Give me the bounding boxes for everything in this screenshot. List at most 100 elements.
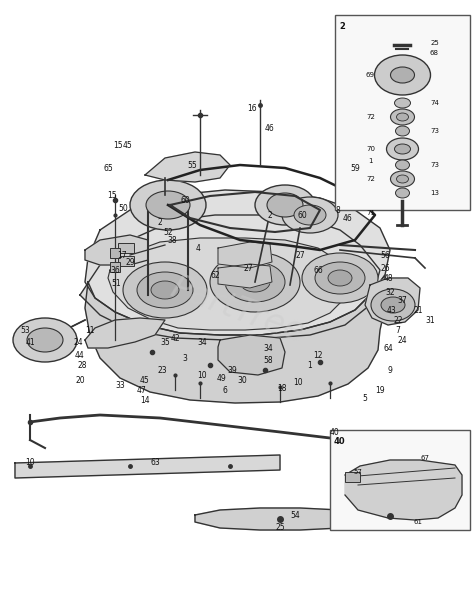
Text: 13: 13 — [430, 190, 439, 196]
Text: 57: 57 — [354, 469, 363, 475]
Ellipse shape — [151, 281, 179, 299]
Text: 15: 15 — [107, 191, 117, 199]
Text: 68: 68 — [430, 50, 439, 56]
Text: 22: 22 — [393, 316, 403, 324]
Text: 67: 67 — [420, 455, 429, 461]
Text: 6: 6 — [223, 386, 228, 395]
Polygon shape — [145, 152, 230, 182]
Polygon shape — [85, 190, 390, 335]
Text: 3: 3 — [182, 354, 187, 362]
Text: 2: 2 — [339, 22, 345, 31]
Text: 45: 45 — [123, 140, 133, 150]
Text: 11: 11 — [85, 326, 95, 335]
Text: 74: 74 — [430, 100, 439, 106]
Text: 56: 56 — [380, 251, 390, 259]
Ellipse shape — [282, 197, 338, 233]
Polygon shape — [365, 278, 420, 325]
Text: 59: 59 — [350, 164, 360, 172]
Text: 72: 72 — [366, 176, 375, 182]
Text: 1: 1 — [368, 158, 373, 164]
Text: 63: 63 — [150, 457, 160, 466]
Text: 65: 65 — [103, 164, 113, 172]
Text: 42: 42 — [170, 333, 180, 343]
Ellipse shape — [137, 272, 193, 308]
Text: 23: 23 — [157, 365, 167, 375]
Ellipse shape — [130, 180, 206, 230]
Text: 46: 46 — [343, 213, 353, 223]
Text: 71: 71 — [366, 210, 375, 216]
Text: 40: 40 — [330, 427, 340, 436]
Ellipse shape — [302, 253, 378, 303]
Text: 62: 62 — [210, 270, 220, 280]
Text: 20: 20 — [75, 376, 85, 384]
Text: 37: 37 — [397, 295, 407, 305]
Bar — [110, 262, 120, 272]
Ellipse shape — [391, 171, 414, 187]
Ellipse shape — [27, 328, 63, 352]
Text: 25: 25 — [275, 524, 285, 533]
Text: 17: 17 — [117, 251, 127, 259]
Text: 46: 46 — [265, 123, 275, 132]
Text: 5: 5 — [363, 394, 367, 403]
Text: 9: 9 — [388, 365, 392, 375]
Ellipse shape — [391, 109, 414, 125]
Ellipse shape — [394, 98, 410, 108]
Text: 50: 50 — [118, 204, 128, 213]
Ellipse shape — [386, 138, 419, 160]
Ellipse shape — [394, 144, 410, 154]
Text: 24: 24 — [73, 338, 83, 346]
Text: 38: 38 — [167, 235, 177, 245]
Text: 41: 41 — [25, 338, 35, 346]
Text: 58: 58 — [263, 356, 273, 365]
Text: 66: 66 — [313, 265, 323, 275]
Text: 54: 54 — [290, 511, 300, 519]
Polygon shape — [80, 215, 380, 340]
Text: 43: 43 — [387, 305, 397, 314]
Polygon shape — [345, 460, 462, 520]
Polygon shape — [85, 318, 165, 348]
Ellipse shape — [395, 126, 410, 136]
Text: 52: 52 — [163, 227, 173, 237]
Bar — [330, 430, 470, 530]
Text: 61: 61 — [413, 519, 422, 525]
Polygon shape — [85, 275, 385, 403]
Bar — [110, 248, 120, 258]
Text: 48: 48 — [383, 273, 393, 283]
Text: 72: 72 — [366, 114, 375, 120]
Text: 47: 47 — [137, 386, 147, 395]
Ellipse shape — [315, 262, 365, 294]
Text: 12: 12 — [313, 351, 323, 359]
Text: 60: 60 — [180, 196, 190, 205]
Ellipse shape — [371, 289, 415, 321]
Text: 34: 34 — [197, 338, 207, 346]
Text: 39: 39 — [227, 365, 237, 375]
Ellipse shape — [267, 193, 303, 217]
Ellipse shape — [395, 160, 410, 170]
Text: 28: 28 — [77, 360, 87, 370]
Ellipse shape — [225, 262, 285, 302]
Text: 19: 19 — [375, 386, 385, 395]
Text: 34: 34 — [263, 343, 273, 352]
Ellipse shape — [123, 262, 207, 318]
Text: 45: 45 — [140, 376, 150, 384]
Text: 44: 44 — [75, 351, 85, 359]
Text: 36: 36 — [110, 265, 120, 275]
Ellipse shape — [381, 297, 405, 313]
Text: 10: 10 — [197, 370, 207, 379]
Text: 24: 24 — [397, 335, 407, 345]
Ellipse shape — [396, 175, 409, 183]
Text: 16: 16 — [247, 104, 257, 113]
Ellipse shape — [146, 191, 190, 219]
Ellipse shape — [294, 205, 326, 225]
Text: 29: 29 — [125, 257, 135, 267]
Text: 35: 35 — [160, 338, 170, 346]
Polygon shape — [218, 242, 272, 268]
Text: 51: 51 — [111, 278, 121, 287]
Ellipse shape — [328, 270, 352, 286]
Text: 27: 27 — [243, 264, 253, 273]
Text: 60: 60 — [297, 210, 307, 219]
Ellipse shape — [374, 55, 430, 95]
Text: 4: 4 — [196, 243, 201, 253]
Text: 49: 49 — [217, 373, 227, 383]
Ellipse shape — [391, 67, 414, 83]
